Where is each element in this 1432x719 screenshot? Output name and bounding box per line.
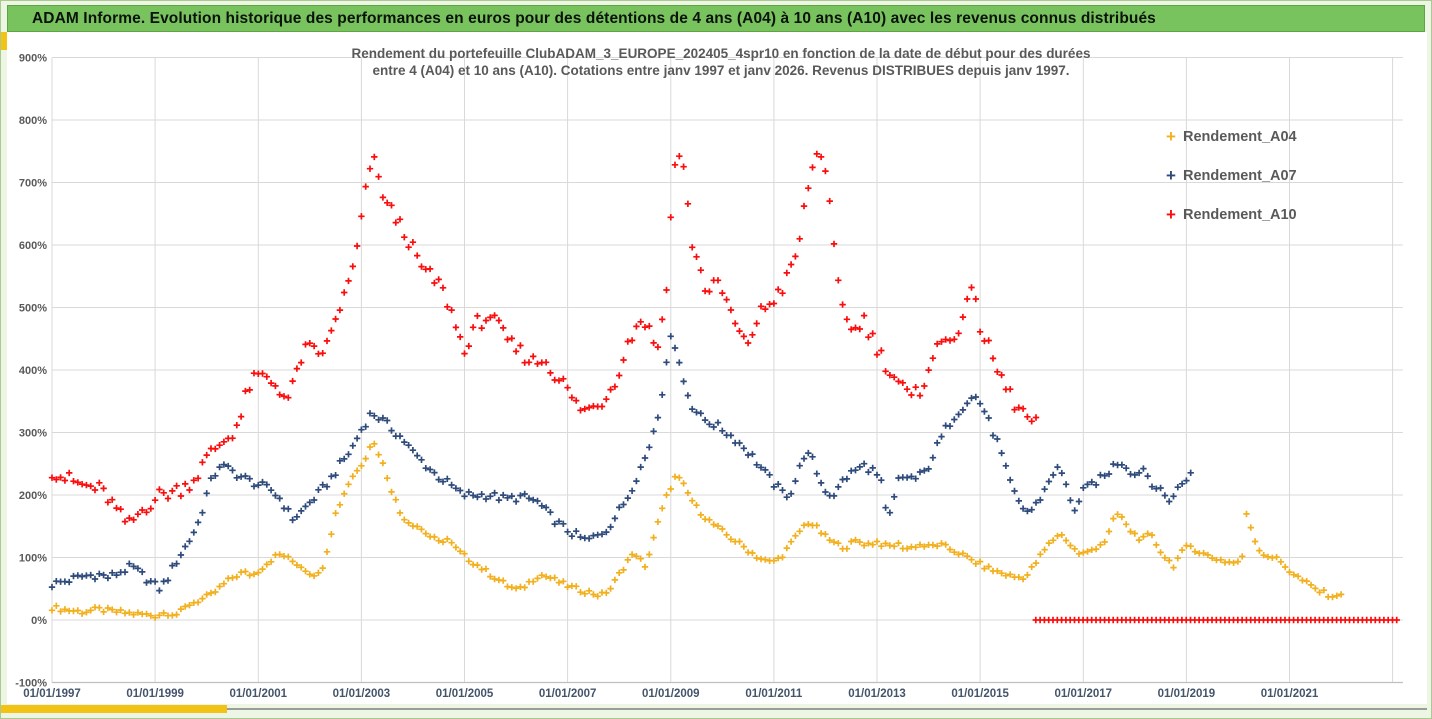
- y-axis-label: 200%: [19, 490, 47, 502]
- plus-marker-icon: +: [1166, 205, 1176, 224]
- series-Rendement_A07: [48, 333, 1194, 594]
- y-axis-label: -100%: [15, 678, 47, 690]
- series-Rendement_A04: [48, 440, 1345, 621]
- gridlines: [51, 57, 1403, 683]
- x-axis-label: 01/01/2017: [1054, 688, 1112, 700]
- chart-title: Rendement du portefeuille ClubADAM_3_EUR…: [141, 45, 1301, 79]
- yellow-accent-block: [1, 36, 10, 50]
- legend-item-a10: + Rendement_A10: [1161, 201, 1297, 229]
- x-axis-label: 01/01/2009: [642, 688, 700, 700]
- chart-legend: + Rendement_A04 + Rendement_A07 + Rendem…: [1161, 123, 1297, 240]
- y-axis-label: 100%: [19, 553, 47, 565]
- y-axis-label: 800%: [19, 115, 47, 127]
- header-banner: ADAM Informe. Evolution historique des p…: [7, 5, 1425, 32]
- y-axis-label: 600%: [19, 240, 47, 252]
- x-axis-label: 01/01/2021: [1261, 688, 1319, 700]
- y-axis-label: 400%: [19, 365, 47, 377]
- header-title: ADAM Informe. Evolution historique des p…: [32, 9, 1156, 27]
- x-axis-label: 01/01/2007: [539, 688, 597, 700]
- series-Rendement_A10_zero_placeholder: [1032, 616, 1400, 624]
- chart-title-line2: entre 4 (A04) et 10 ans (A10). Cotations…: [372, 63, 1070, 78]
- x-axis-label: 01/01/1997: [23, 688, 81, 700]
- y-axis-label: 0%: [31, 615, 47, 627]
- legend-label: Rendement_A04: [1183, 129, 1297, 145]
- chart-title-line1: Rendement du portefeuille ClubADAM_3_EUR…: [351, 46, 1091, 61]
- x-axis-label: 01/01/2019: [1158, 688, 1216, 700]
- plus-marker-icon: +: [1166, 127, 1176, 146]
- y-axis-label: 500%: [19, 303, 47, 315]
- chart-panel: [7, 32, 1427, 704]
- y-axis-label: 300%: [19, 428, 47, 440]
- x-axis-label: 01/01/2005: [436, 688, 494, 700]
- y-axis-label: 900%: [19, 53, 47, 65]
- legend-label: Rendement_A07: [1183, 168, 1297, 184]
- x-axis-label: 01/01/2003: [333, 688, 391, 700]
- legend-item-a04: + Rendement_A04: [1161, 123, 1297, 151]
- series-Rendement_A10: [48, 150, 1040, 525]
- yellow-bottom-bar: [1, 705, 227, 713]
- x-axis-label: 01/01/2001: [229, 688, 287, 700]
- legend-label: Rendement_A10: [1183, 207, 1297, 223]
- y-axis-label: 700%: [19, 178, 47, 190]
- x-axis-label: 01/01/2011: [745, 688, 803, 700]
- plus-marker-icon: +: [1166, 166, 1176, 185]
- x-axis-label: 01/01/2013: [848, 688, 906, 700]
- x-axis-label: 01/01/1999: [126, 688, 184, 700]
- bottom-divider-line: [227, 708, 1427, 710]
- x-axis-label: 01/01/2015: [951, 688, 1009, 700]
- legend-item-a07: + Rendement_A07: [1161, 162, 1297, 190]
